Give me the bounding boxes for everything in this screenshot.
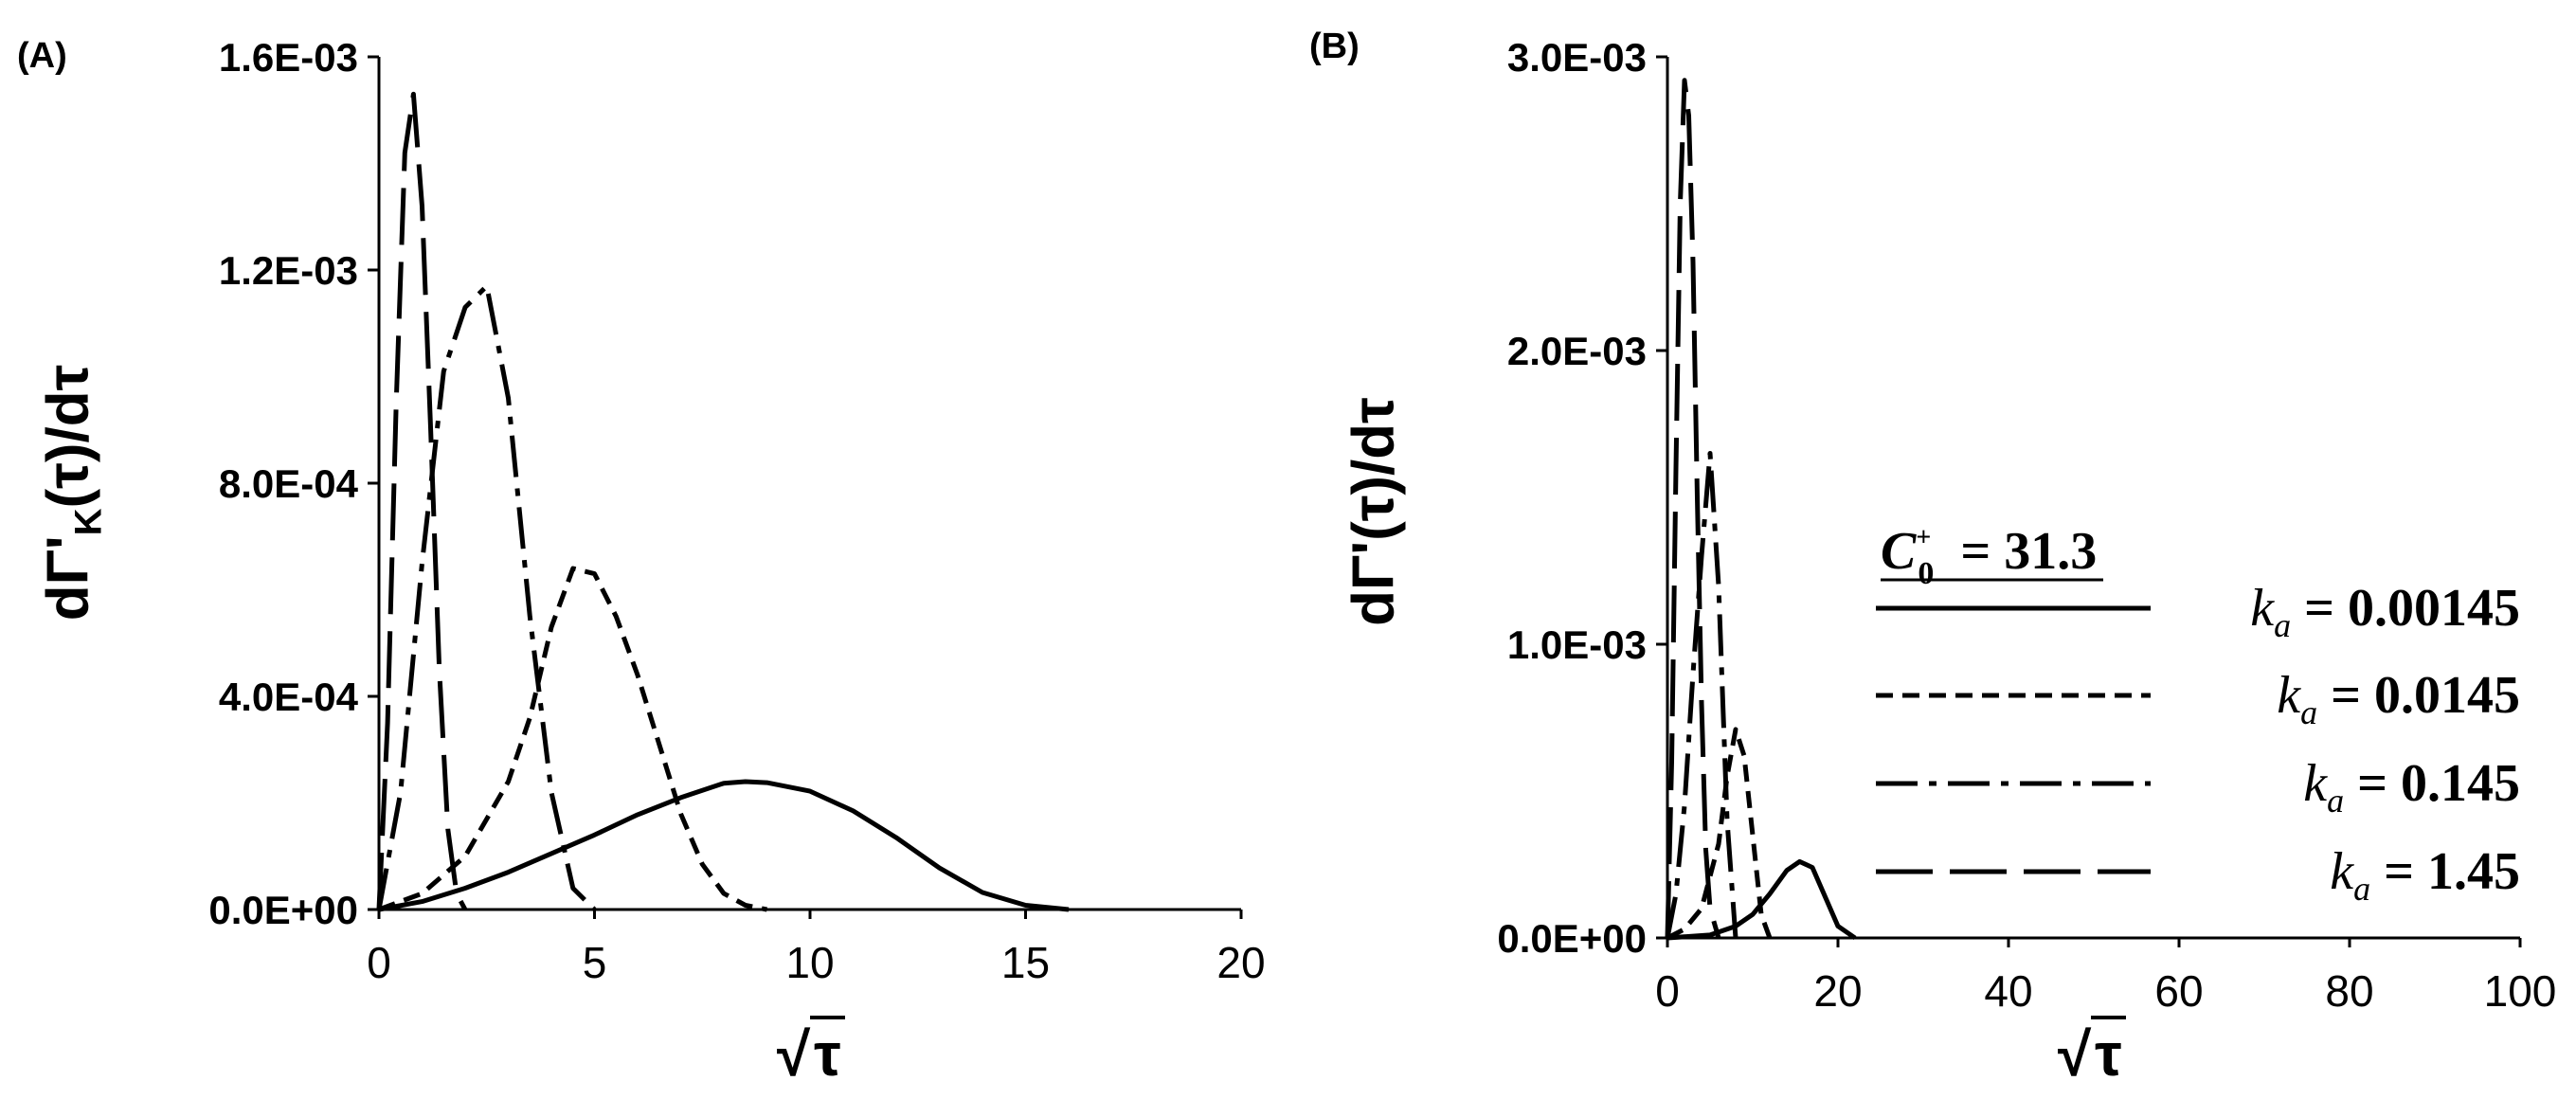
panel-b-plot: 0.0E+00 1.0E-03 2.0E-03 3.0E-03 0 20 40 60 80 100 [1497,35,2556,1016]
panel-a-y-axis-label: dΓ'K(τ)/dτ [35,364,110,622]
y-tick-label: 3.0E-03 [1507,35,1647,80]
x-tick-label: 10 [785,938,834,987]
panel-b-x-axis-label: √τ [2058,1016,2126,1090]
series-line-short-dash [378,566,767,912]
series-line-long-dash [1665,78,1721,939]
x-tick-label: 100 [2484,966,2557,1016]
panel-a-label: (A) [17,36,67,76]
legend-label: ka = 0.145 [2303,754,2520,820]
series-line-short-dash [1666,727,1773,941]
y-tick-label: 1.0E-03 [1507,622,1647,667]
series-line-dash-dot [376,283,597,911]
panel-a-plot: 0.0E+00 4.0E-04 8.0E-04 1.2E-03 1.6E-03 0 5 10 1… [208,35,1265,987]
x-tick-label: 20 [1216,938,1265,987]
legend: C+ 0 = 31.3 ka = 0.00145 ka = 0.0145 ka = 0.… [1876,522,2520,908]
legend-title: C+ 0 = 31.3 [1881,522,2097,591]
legend-label: ka = 1.45 [2330,842,2520,908]
legend-label: ka = 0.0145 [2277,666,2520,731]
series-line-solid [1666,858,1857,941]
y-tick-label: 2.0E-03 [1507,329,1647,373]
x-tick-label: 80 [2325,966,2373,1016]
y-tick-label: 4.0E-04 [219,675,359,719]
y-tick-label: 1.6E-03 [219,35,358,80]
x-tick-label: 15 [1001,938,1050,987]
legend-label: ka = 0.00145 [2250,579,2520,644]
series-line-solid [378,779,1070,912]
y-tick-label: 0.0E+00 [1497,916,1647,961]
y-tick-label: 1.2E-03 [219,248,358,293]
panel-b-y-axis-label: dΓ'(τ)/dτ [1341,397,1407,626]
series-line-long-dash [376,91,468,911]
x-tick-label: 0 [1655,966,1680,1016]
x-tick-label: 5 [583,938,607,987]
y-tick-label: 8.0E-04 [219,461,359,506]
x-tick-label: 20 [1813,966,1862,1016]
x-tick-label: 0 [367,938,391,987]
x-tick-label: 40 [1984,966,2032,1016]
series-line-dash-dot [1665,451,1738,939]
x-tick-label: 60 [2154,966,2203,1016]
y-tick-label: 0.0E+00 [208,888,358,932]
panel-b-label: (B) [1309,27,1360,66]
panel-a-x-axis-label: √τ [777,1016,845,1090]
